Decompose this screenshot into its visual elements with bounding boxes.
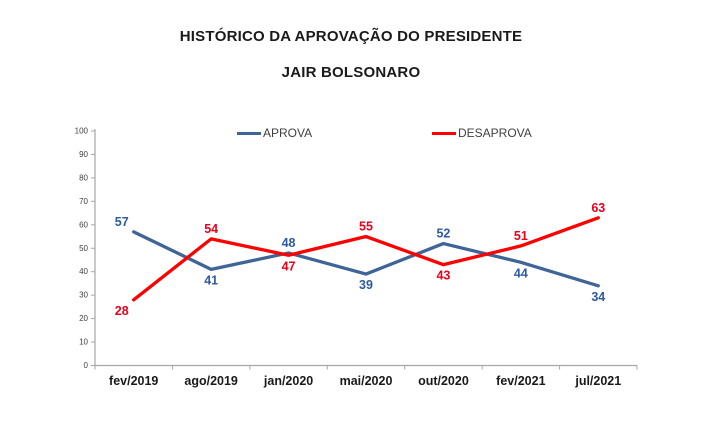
data-label-aprova: 44 <box>514 266 528 280</box>
series-line-aprova <box>132 230 600 288</box>
data-label-desaprova: 63 <box>591 201 605 215</box>
y-axis-tick-label: 0 <box>84 361 89 370</box>
legend-line-swatch-aprova <box>237 131 261 135</box>
data-label-desaprova: 55 <box>359 220 373 234</box>
x-axis-category-label: ago/2019 <box>184 374 238 388</box>
y-axis-tick-label: 60 <box>79 220 88 229</box>
chart-title-line2: JAIR BOLSONARO <box>281 64 421 81</box>
legend-label-aprova: APROVA <box>263 126 313 140</box>
data-label-desaprova: 28 <box>115 304 129 318</box>
y-axis-tick-label: 30 <box>79 291 88 300</box>
data-label-desaprova: 54 <box>204 222 218 236</box>
data-label-aprova: 57 <box>115 215 129 229</box>
data-label-aprova: 48 <box>282 236 296 250</box>
legend-item-desaprova: DESAPROVA <box>432 126 532 140</box>
data-label-aprova: 34 <box>591 290 605 304</box>
x-axis-category-label: jul/2021 <box>574 374 621 388</box>
chart-title-line1: HISTÓRICO DA APROVAÇÃO DO PRESIDENTE <box>179 28 523 45</box>
y-axis-tick-label: 50 <box>79 244 88 253</box>
data-label-aprova: 52 <box>436 227 450 241</box>
legend-line-swatch-desaprova <box>432 131 456 135</box>
y-axis-tick-label: 10 <box>79 338 88 347</box>
y-axis-tick-label: 70 <box>79 197 88 206</box>
x-axis-category-label: fev/2021 <box>496 374 545 388</box>
x-axis-category-label: out/2020 <box>418 374 469 388</box>
legend-item-aprova: APROVA <box>237 126 312 140</box>
data-label-desaprova: 47 <box>282 259 296 273</box>
y-axis-tick-label: 100 <box>75 127 89 136</box>
data-label-desaprova: 43 <box>436 269 450 283</box>
x-axis-category-label: jan/2020 <box>263 374 313 388</box>
data-label-aprova: 39 <box>359 278 373 292</box>
legend-label-desaprova: DESAPROVA <box>458 126 532 140</box>
data-label-aprova: 41 <box>204 273 218 287</box>
y-axis-tick-label: 80 <box>79 173 88 182</box>
x-axis-category-label: mai/2020 <box>340 374 393 388</box>
y-axis-tick-label: 20 <box>79 314 88 323</box>
x-axis-category-label: fev/2019 <box>109 374 158 388</box>
y-axis-tick-label: 90 <box>79 150 88 159</box>
data-label-desaprova: 51 <box>514 229 528 243</box>
series-line-desaprova <box>132 216 600 302</box>
y-axis-tick-label: 40 <box>79 267 88 276</box>
